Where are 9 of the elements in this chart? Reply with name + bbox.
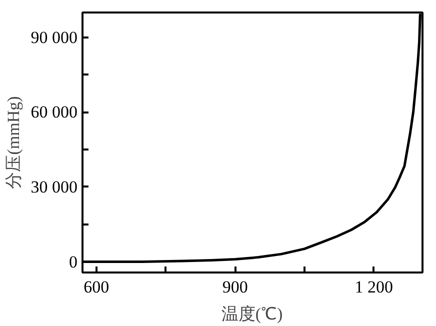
y-tick-label: 60 000: [30, 102, 78, 122]
x-axis-title: 温度(℃): [221, 304, 283, 324]
y-tick-label: 30 000: [30, 177, 78, 196]
x-tick-label: 1 200: [354, 278, 394, 296]
y-axis-title: 分压(mmHg): [4, 96, 23, 189]
y-tick-label: 90 000: [30, 28, 78, 47]
y-tick-label: 0: [69, 252, 78, 272]
x-tick-label: 900: [222, 278, 248, 296]
x-tick-label: 600: [84, 278, 110, 296]
